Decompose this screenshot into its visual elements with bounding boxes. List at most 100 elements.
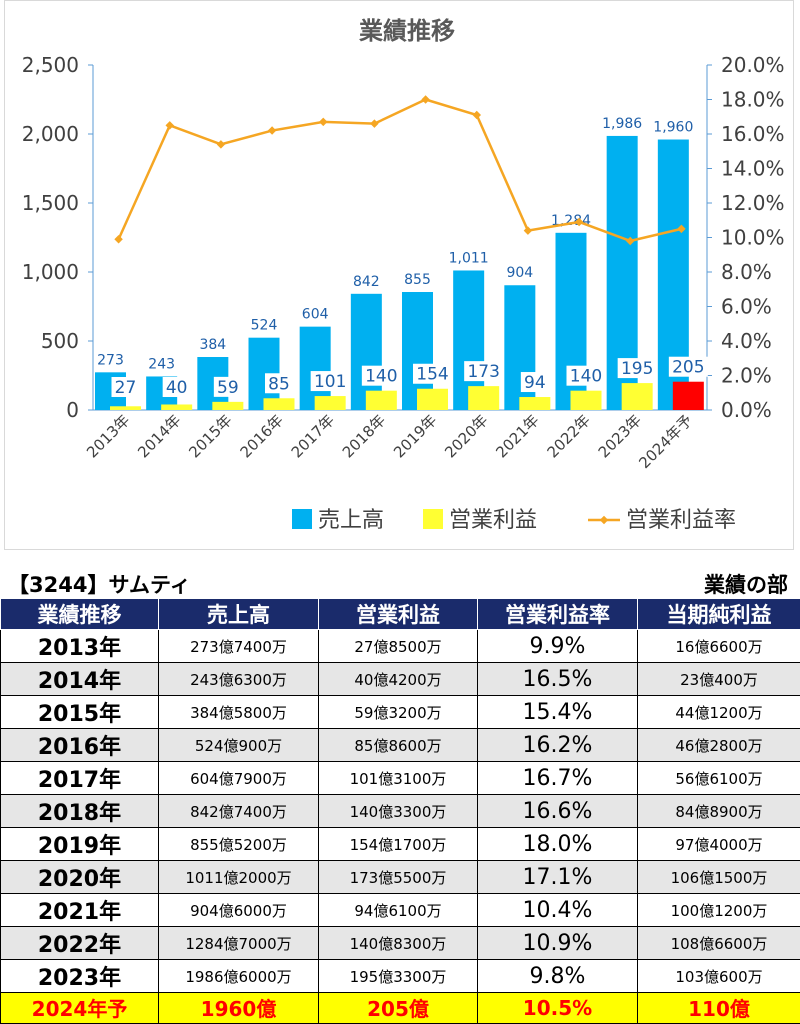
data-label-operating-profit: 140 — [365, 367, 397, 387]
x-tick-label: 2021年 — [492, 411, 542, 461]
marker-operating-margin — [473, 111, 481, 119]
data-label-sales: 842 — [353, 274, 380, 290]
bar-operating-profit — [366, 391, 397, 410]
table-row: 2023年 1986億6000万 195億3300万 9.8% 103億600万 — [1, 960, 800, 993]
y2-tick-label: 16.0% — [721, 122, 785, 146]
cell-operating-profit: 85億8600万 — [319, 729, 478, 762]
cell-operating-profit: 40億4200万 — [319, 663, 478, 696]
cell-period: 2021年 — [1, 894, 159, 927]
company-name: 【3244】サムティ — [8, 569, 191, 599]
y2-tick-label: 18.0% — [721, 88, 785, 112]
cell-period: 2016年 — [1, 729, 159, 762]
cell-operating-margin: 9.8% — [478, 960, 638, 993]
x-tick-label: 2015年 — [185, 411, 235, 461]
y2-tick-label: 14.0% — [721, 157, 785, 181]
x-tick-label: 2024年予 — [635, 411, 696, 472]
cell-operating-margin: 15.4% — [478, 696, 638, 729]
cell-period: 2015年 — [1, 696, 159, 729]
cell-period: 2018年 — [1, 795, 159, 828]
cell-operating-profit: 173億5500万 — [319, 861, 478, 894]
y2-tick-label: 6.0% — [721, 295, 772, 319]
data-label-sales: 1,011 — [449, 250, 489, 266]
y2-tick-label: 12.0% — [721, 191, 785, 215]
y2-tick-label: 10.0% — [721, 226, 785, 250]
bar-operating-profit — [161, 404, 192, 410]
data-label-operating-profit: 40 — [166, 378, 188, 398]
cell-net-income: 106億1500万 — [638, 861, 800, 894]
x-tick-label: 2016年 — [237, 411, 287, 461]
marker-operating-margin — [421, 95, 429, 103]
cell-period: 2013年 — [1, 630, 159, 663]
cell-period: 2019年 — [1, 828, 159, 861]
table-row: 2013年 273億7400万 27億8500万 9.9% 16億6600万 — [1, 630, 800, 663]
table-row: 2018年 842億7400万 140億3300万 16.6% 84億8900万 — [1, 795, 800, 828]
cell-sales: 243億6300万 — [159, 663, 319, 696]
bar-operating-profit — [212, 402, 243, 410]
bar-operating-profit — [673, 382, 704, 410]
table-row: 2017年 604億7900万 101億3100万 16.7% 56億6100万 — [1, 762, 800, 795]
table-row: 2019年 855億5200万 154億1700万 18.0% 97億4000万 — [1, 828, 800, 861]
cell-net-income: 44億1200万 — [638, 696, 800, 729]
data-label-operating-profit: 173 — [467, 362, 499, 382]
cell-operating-profit: 195億3300万 — [319, 960, 478, 993]
data-label-sales: 384 — [199, 337, 226, 353]
marker-operating-margin — [114, 235, 122, 243]
legend-swatch-sales — [292, 509, 312, 529]
bar-operating-profit — [468, 386, 499, 410]
x-tick-label: 2018年 — [339, 411, 389, 461]
data-label-sales: 273 — [97, 352, 124, 368]
x-tick-label: 2013年 — [83, 411, 133, 461]
data-label-sales: 524 — [251, 318, 278, 334]
header-net-income: 当期純利益 — [638, 599, 800, 630]
table-header-row: 業績推移 売上高 営業利益 営業利益率 当期純利益 — [1, 599, 800, 630]
legend-marker-operating-margin — [600, 516, 608, 524]
cell-period: 2024年予 — [1, 993, 159, 1024]
table-row: 2022年 1284億7000万 140億8300万 10.9% 108億660… — [1, 927, 800, 960]
data-label-operating-profit: 94 — [524, 373, 546, 393]
cell-operating-margin: 9.9% — [478, 630, 638, 663]
marker-operating-margin — [524, 226, 532, 234]
cell-operating-profit: 140億3300万 — [319, 795, 478, 828]
cell-net-income: 103億600万 — [638, 960, 800, 993]
table-row: 2016年 524億900万 85億8600万 16.2% 46億2800万 — [1, 729, 800, 762]
data-label-sales: 904 — [506, 265, 533, 281]
header-sales: 売上高 — [159, 599, 319, 630]
x-tick-label: 2020年 — [441, 411, 491, 461]
cell-operating-profit: 154億1700万 — [319, 828, 478, 861]
legend-swatch-operating-profit — [423, 509, 443, 529]
data-label-operating-profit: 205 — [672, 358, 704, 378]
chart-title: 業績推移 — [359, 17, 455, 45]
cell-operating-profit: 27億8500万 — [319, 630, 478, 663]
cell-period: 2023年 — [1, 960, 159, 993]
cell-period: 2014年 — [1, 663, 159, 696]
header-operating-profit: 営業利益 — [319, 599, 478, 630]
table-row: 2015年 384億5800万 59億3200万 15.4% 44億1200万 — [1, 696, 800, 729]
bar-operating-profit — [315, 396, 346, 410]
cell-operating-profit: 140億8300万 — [319, 927, 478, 960]
cell-operating-profit: 59億3200万 — [319, 696, 478, 729]
cell-sales: 524億900万 — [159, 729, 319, 762]
y-tick-label: 0 — [66, 398, 79, 422]
cell-net-income: 108億6600万 — [638, 927, 800, 960]
marker-operating-margin — [268, 126, 276, 134]
performance-table: 業績推移 売上高 営業利益 営業利益率 当期純利益 2013年 273億7400… — [0, 598, 800, 1024]
cell-operating-margin: 17.1% — [478, 861, 638, 894]
line-operating-margin — [119, 100, 682, 241]
bar-operating-profit — [110, 406, 141, 410]
y-tick-label: 1,000 — [22, 260, 79, 284]
y2-tick-label: 0.0% — [721, 398, 772, 422]
y2-tick-label: 8.0% — [721, 260, 772, 284]
cell-sales: 604億7900万 — [159, 762, 319, 795]
data-label-operating-profit: 140 — [570, 367, 602, 387]
cell-net-income: 46億2800万 — [638, 729, 800, 762]
x-tick-label: 2019年 — [390, 411, 440, 461]
data-label-sales: 604 — [302, 307, 329, 323]
cell-operating-margin: 10.5% — [478, 993, 638, 1024]
cell-operating-profit: 94億6100万 — [319, 894, 478, 927]
y2-tick-label: 2.0% — [721, 364, 772, 388]
cell-net-income: 100億1200万 — [638, 894, 800, 927]
x-tick-label: 2017年 — [288, 411, 338, 461]
data-label-operating-profit: 101 — [314, 372, 346, 392]
cell-sales: 384億5800万 — [159, 696, 319, 729]
